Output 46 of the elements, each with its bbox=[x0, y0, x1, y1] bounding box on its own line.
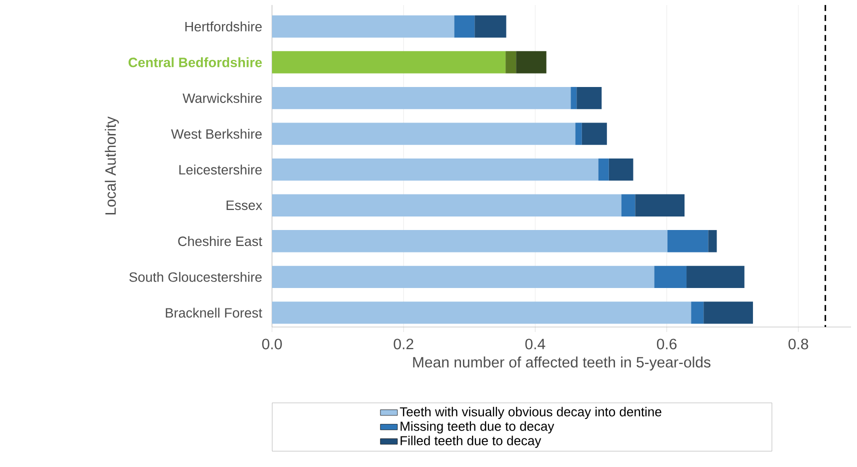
bar bbox=[272, 15, 454, 38]
bar bbox=[654, 266, 687, 288]
legend-label: Missing teeth due to decay bbox=[400, 421, 554, 434]
bar bbox=[686, 266, 744, 288]
bar bbox=[576, 86, 602, 110]
bar bbox=[272, 86, 571, 110]
x-tick-label: 0.0 bbox=[262, 338, 282, 350]
bar bbox=[272, 194, 622, 216]
y-tick-label: Leicestershire bbox=[179, 164, 262, 175]
bar bbox=[272, 266, 654, 288]
y-tick-label: Hertfordshire bbox=[185, 22, 262, 32]
legend-label: Teeth with visually obvious decay into dentine bbox=[400, 406, 662, 419]
bar bbox=[272, 230, 668, 252]
bar bbox=[667, 230, 708, 252]
y-tick-label: West Berkshire bbox=[171, 128, 262, 139]
y-tick-label: Bracknell Forest bbox=[166, 308, 262, 318]
bar bbox=[575, 122, 582, 145]
legend-label: Filled teeth due to decay bbox=[400, 436, 542, 448]
x-tick-label: 0.6 bbox=[656, 338, 677, 350]
x-tick-label: 0.4 bbox=[525, 338, 546, 350]
bar bbox=[691, 302, 704, 324]
bar bbox=[454, 15, 475, 38]
bar bbox=[570, 86, 577, 110]
bar bbox=[635, 194, 685, 216]
x-tick-label: 0.2 bbox=[394, 338, 414, 350]
bar bbox=[704, 302, 753, 324]
bar bbox=[272, 158, 598, 181]
y-tick-label: Essex bbox=[226, 200, 262, 210]
y-tick-label: Central Bedfordshire bbox=[128, 57, 262, 68]
y-axis-title: Local Authority bbox=[104, 116, 119, 214]
bar bbox=[516, 51, 546, 74]
bar bbox=[582, 122, 607, 145]
x-axis-title: Mean number of affected teeth in 5-year-olds bbox=[413, 356, 710, 371]
bar bbox=[506, 51, 516, 74]
bar bbox=[608, 158, 634, 181]
y-tick-label: South Gloucestershire bbox=[129, 272, 262, 282]
bar bbox=[598, 158, 609, 181]
bar bbox=[621, 194, 636, 216]
bar bbox=[474, 15, 506, 38]
bar bbox=[272, 302, 692, 324]
y-tick-label: Warwickshire bbox=[182, 93, 262, 103]
y-tick-label: Cheshire East bbox=[178, 236, 262, 246]
bar bbox=[272, 122, 576, 145]
bar bbox=[272, 51, 506, 74]
x-tick-label: 0.8 bbox=[788, 338, 808, 350]
bar bbox=[708, 230, 717, 252]
